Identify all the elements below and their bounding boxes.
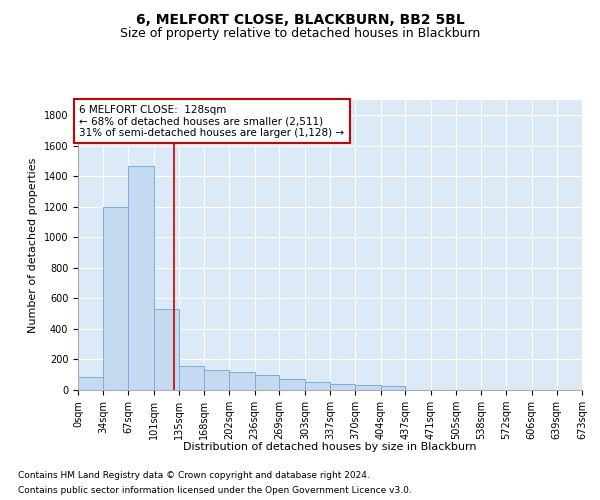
Bar — [103, 207, 128, 390]
Bar — [380, 386, 405, 390]
Bar — [331, 384, 355, 390]
Bar — [179, 366, 204, 390]
Bar — [154, 309, 179, 390]
Bar — [128, 166, 154, 390]
Bar — [78, 377, 103, 390]
Text: 6 MELFORT CLOSE:  128sqm
← 68% of detached houses are smaller (2,511)
31% of sem: 6 MELFORT CLOSE: 128sqm ← 68% of detache… — [79, 104, 344, 138]
Text: Distribution of detached houses by size in Blackburn: Distribution of detached houses by size … — [183, 442, 477, 452]
Text: 6, MELFORT CLOSE, BLACKBURN, BB2 5BL: 6, MELFORT CLOSE, BLACKBURN, BB2 5BL — [136, 12, 464, 26]
Bar — [280, 378, 305, 390]
Bar — [305, 382, 331, 390]
Bar — [355, 386, 380, 390]
Text: Contains public sector information licensed under the Open Government Licence v3: Contains public sector information licen… — [18, 486, 412, 495]
Y-axis label: Number of detached properties: Number of detached properties — [28, 158, 38, 332]
Text: Size of property relative to detached houses in Blackburn: Size of property relative to detached ho… — [120, 28, 480, 40]
Bar — [255, 374, 280, 390]
Bar — [204, 370, 229, 390]
Text: Contains HM Land Registry data © Crown copyright and database right 2024.: Contains HM Land Registry data © Crown c… — [18, 471, 370, 480]
Bar — [229, 372, 255, 390]
